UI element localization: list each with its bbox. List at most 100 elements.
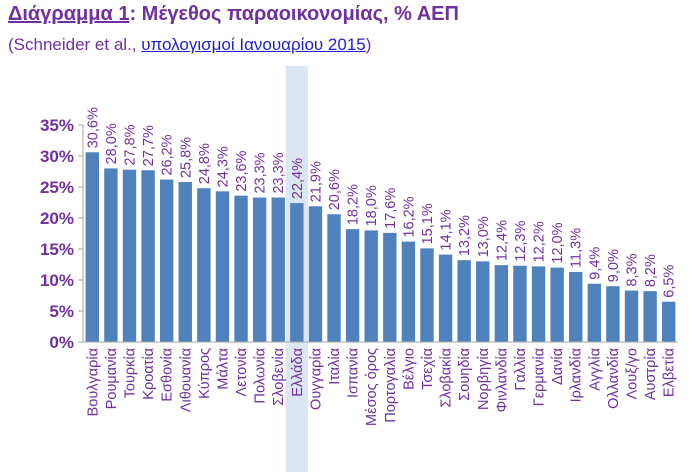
bar — [215, 191, 230, 342]
y-tick-label: 35% — [40, 116, 74, 135]
value-label: 25,8% — [178, 137, 194, 178]
category-label: Αυστρία — [643, 348, 659, 400]
bar — [457, 260, 471, 342]
category-label: Βέλγιο — [401, 348, 417, 390]
y-tick-label: 25% — [40, 178, 74, 197]
category-label: Σλοβακία — [439, 348, 455, 408]
value-label: 15,1% — [420, 203, 436, 244]
bar — [606, 286, 620, 342]
category-label: Ιταλία — [327, 348, 343, 385]
value-label: 12,3% — [513, 221, 529, 262]
y-tick-label: 15% — [40, 240, 74, 259]
bar — [383, 232, 397, 342]
value-label: 12,0% — [550, 222, 566, 263]
source-link[interactable]: υπολογισμοί Ιανουαρίου 2015 — [141, 35, 366, 54]
category-label: Νορβηγία — [476, 348, 492, 410]
value-label: 27,8% — [122, 124, 138, 165]
value-label: 12,4% — [494, 220, 510, 261]
category-label: Ουγγαρία — [308, 348, 324, 410]
bar — [252, 197, 267, 342]
value-label: 14,1% — [439, 209, 455, 250]
category-label: Μέσος όρος — [364, 348, 380, 426]
category-label: Σουηδία — [457, 348, 473, 401]
bar — [364, 230, 378, 342]
value-label: 16,2% — [401, 196, 417, 237]
value-label: 12,2% — [532, 221, 548, 262]
category-label: Πολωνία — [253, 348, 269, 403]
value-label: 8,3% — [625, 253, 641, 286]
bar — [308, 206, 323, 342]
category-label: Κύπρος — [197, 348, 213, 399]
category-label: Ελβετία — [662, 348, 678, 397]
bar — [290, 203, 304, 342]
bar — [569, 271, 583, 342]
source-close: ) — [365, 35, 372, 54]
y-tick-label: 20% — [40, 209, 74, 228]
value-label: 24,3% — [215, 146, 231, 187]
bar — [587, 283, 602, 342]
category-label: Βουλγαρία — [85, 348, 101, 416]
bar — [234, 195, 248, 342]
bar — [494, 265, 509, 342]
bar — [122, 169, 137, 342]
figure-number: Διάγραμμα 1 — [8, 3, 130, 25]
value-label: 20,6% — [327, 169, 343, 210]
bar — [550, 267, 564, 342]
y-tick-label: 0% — [49, 333, 74, 352]
bar — [104, 168, 118, 342]
category-label: Τουρκία — [122, 348, 138, 398]
value-label: 8,2% — [643, 254, 659, 287]
category-label: Σλοβενία — [271, 348, 287, 406]
source-note: (Schneider et al., υπολογισμοί Ιανουαρίο… — [8, 35, 371, 55]
category-label: Ισπανία — [346, 348, 362, 398]
value-label: 13,2% — [457, 215, 473, 256]
value-label: 24,8% — [197, 143, 213, 184]
y-tick-label: 5% — [49, 302, 74, 321]
category-label: Λουξ/γο — [625, 348, 641, 400]
title-text: : Μέγεθος παραοικονομίας, % ΑΕΠ — [129, 3, 459, 25]
value-label: 18,2% — [346, 184, 362, 225]
bar — [643, 291, 657, 342]
category-label: Αγγλία — [587, 348, 603, 391]
category-label: Γαλλία — [513, 348, 529, 390]
value-label: 28,0% — [104, 123, 120, 164]
value-label: 6,5% — [662, 265, 678, 298]
bar — [531, 266, 546, 342]
bar — [438, 254, 453, 342]
category-label: Εσθονία — [160, 348, 176, 402]
chart-title: Διάγραμμα 1: Μέγεθος παραοικονομίας, % Α… — [8, 3, 459, 26]
bar — [662, 301, 676, 342]
y-tick-label: 10% — [40, 271, 74, 290]
bar — [624, 290, 639, 342]
value-label: 9,4% — [587, 247, 603, 280]
value-label: 9,0% — [606, 249, 622, 282]
category-label: Μάλτα — [215, 348, 231, 390]
value-label: 23,6% — [234, 150, 250, 191]
value-label: 23,3% — [253, 152, 269, 193]
bar — [345, 229, 360, 342]
y-tick-label: 30% — [40, 147, 74, 166]
value-label: 21,9% — [308, 161, 324, 202]
bar — [197, 188, 211, 342]
value-label: 23,3% — [271, 152, 287, 193]
value-label: 26,2% — [160, 134, 176, 175]
bar — [327, 214, 341, 342]
value-label: 27,7% — [141, 125, 157, 166]
bar — [513, 265, 527, 342]
category-label: Κροατία — [141, 348, 157, 400]
value-label: 18,0% — [364, 185, 380, 226]
category-label: Ολλανδία — [606, 348, 622, 409]
category-label: Γερμανία — [532, 348, 548, 406]
value-label: 22,4% — [290, 158, 306, 199]
bar — [159, 179, 174, 342]
category-label: Λετονία — [234, 348, 250, 397]
bar — [476, 261, 490, 342]
category-label: Φινλανδία — [494, 348, 510, 412]
bar — [401, 241, 416, 342]
value-label: 11,3% — [569, 228, 585, 268]
source-open: (Schneider et al., — [8, 35, 142, 54]
category-label: Λιθουανία — [178, 348, 194, 412]
category-label: Ρουμανία — [104, 348, 120, 409]
bar — [271, 197, 285, 342]
